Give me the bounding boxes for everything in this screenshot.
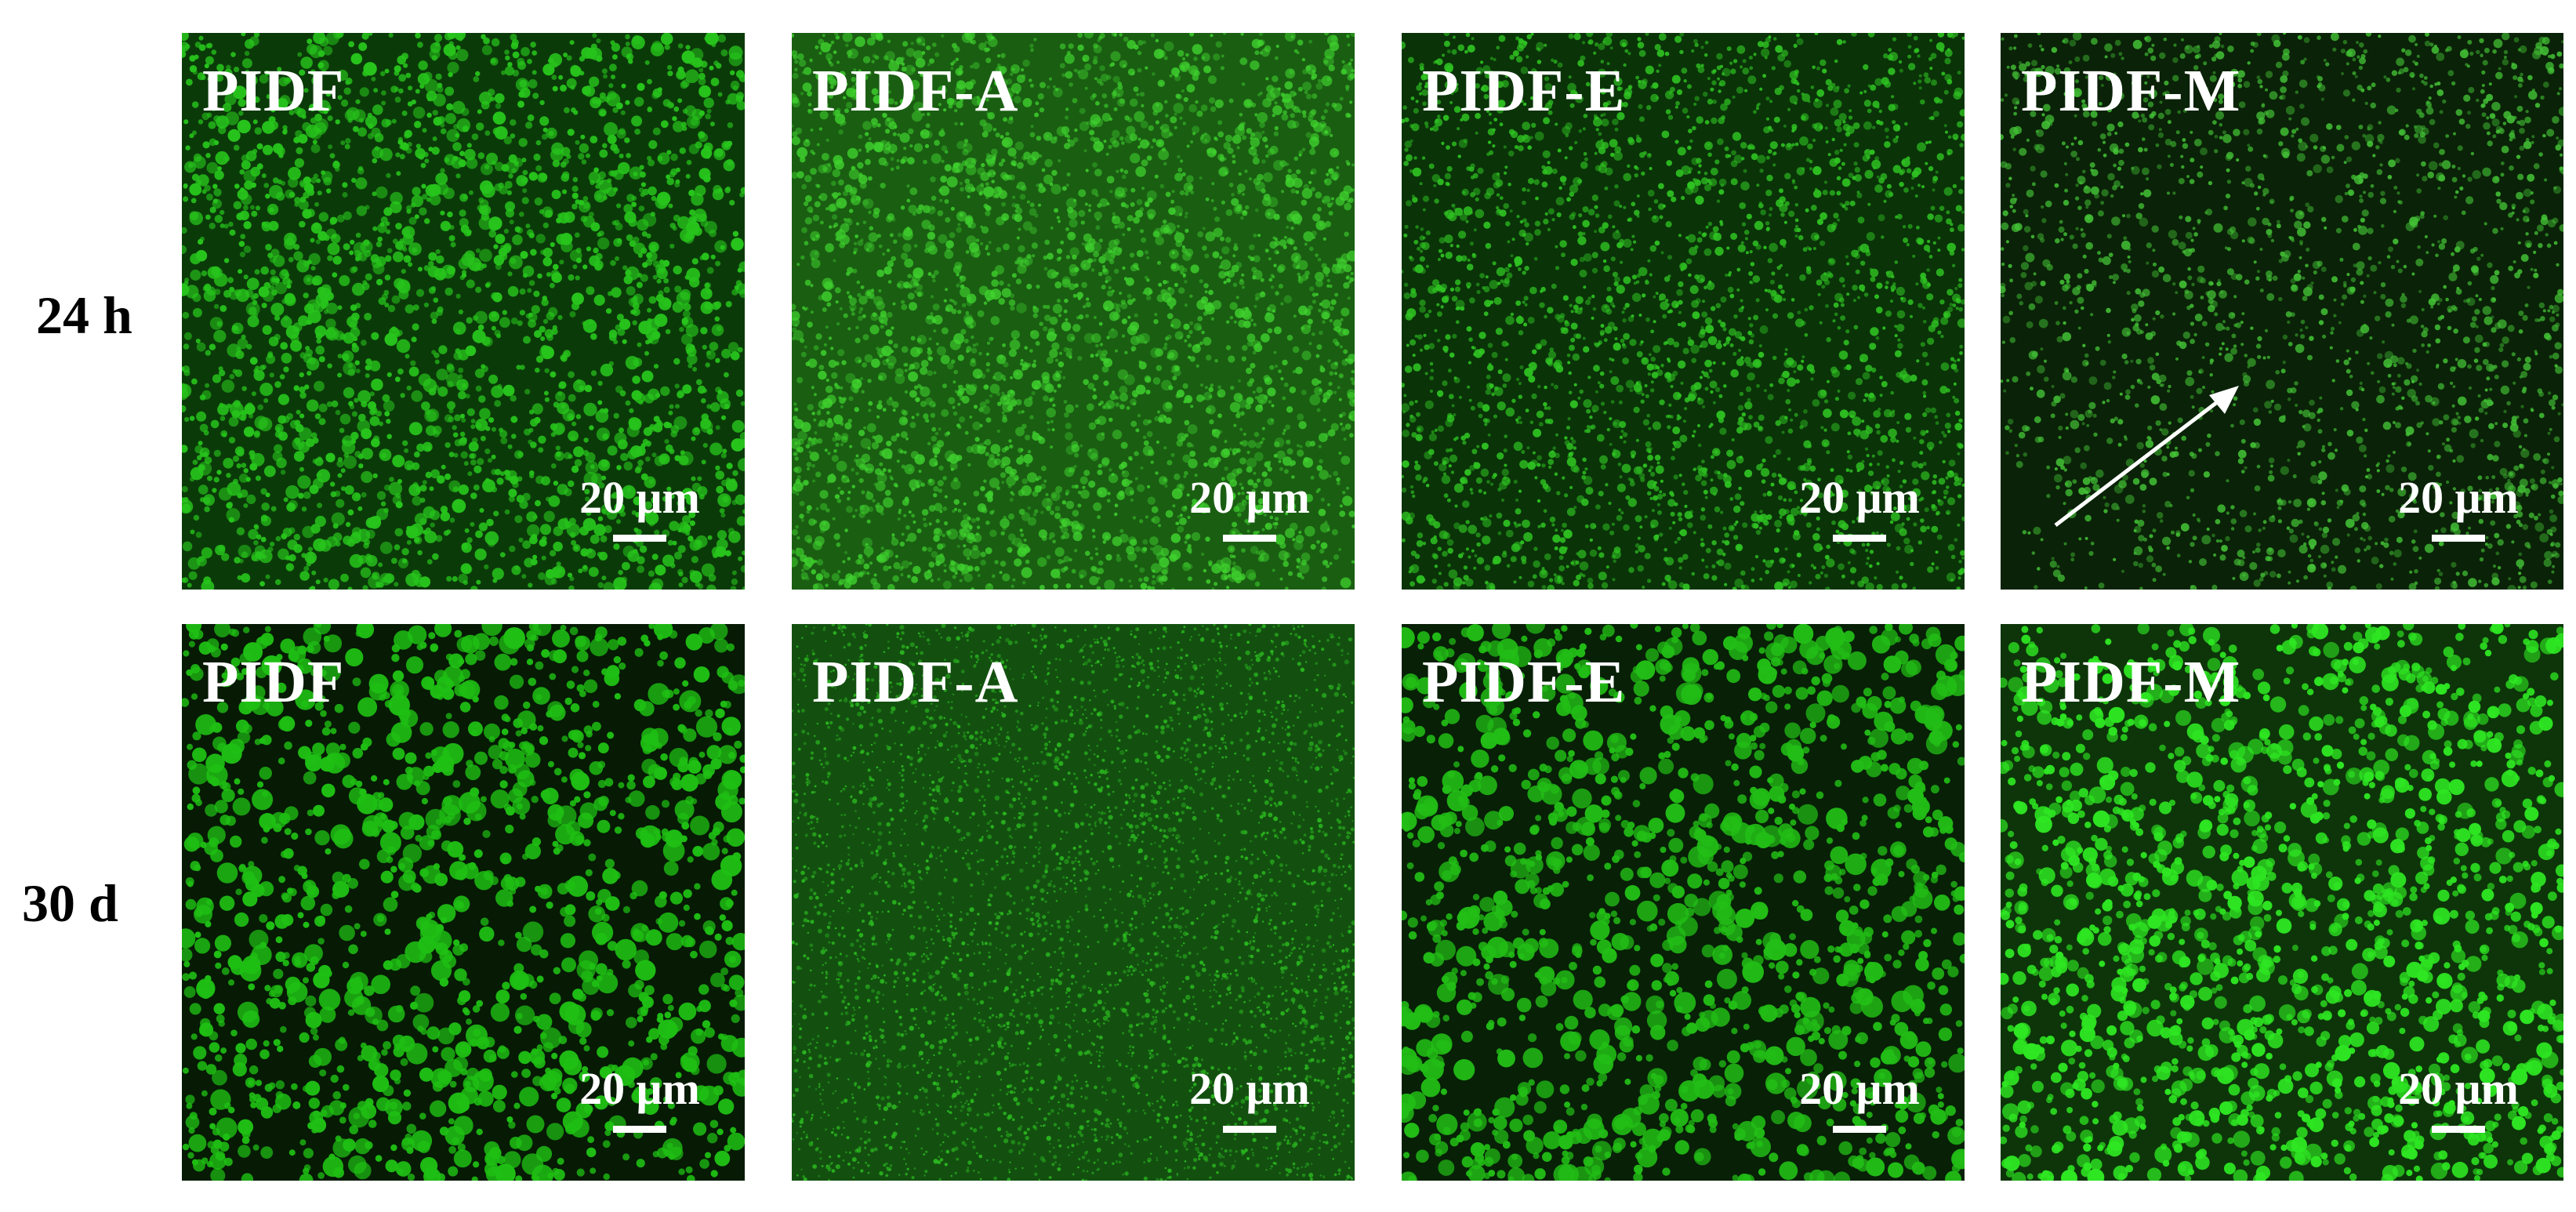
scale-label: 20 μm [1799,1063,1920,1114]
micrograph-texture [1402,624,1965,1181]
scale-bar-group: 20 μm [2380,1066,2537,1152]
scale-label: 20 μm [1189,472,1310,523]
scale-label: 20 μm [1799,472,1920,523]
panel-title: PIDF-A [812,649,1019,715]
micrograph-texture [792,33,1355,590]
scale-bar-group: 20 μm [2380,475,2537,561]
micrograph-texture [182,624,745,1181]
micrograph-texture [792,624,1355,1181]
arrow-up-right-icon [2054,386,2239,527]
micrograph-panel-24h-pidf-e: PIDF-E 20 μm [1402,33,1965,590]
scale-bar-group: 20 μm [1171,475,1328,561]
scale-bar [613,535,666,542]
panel-title: PIDF [202,649,345,715]
scale-bar-group: 20 μm [561,1066,718,1152]
scale-bar [1833,535,1886,542]
micrograph-panel-30d-pidf-e: PIDF-E 20 μm [1402,624,1965,1181]
row-label-24h: 24 h [36,285,132,345]
micrograph-panel-30d-pidf-a: PIDF-A 20 μm [792,624,1355,1181]
scale-bar [2432,535,2485,542]
scale-bar [1223,1126,1276,1133]
panel-title: PIDF-E [1422,58,1626,124]
scale-bar-group: 20 μm [561,475,718,561]
scale-label: 20 μm [579,472,700,523]
scale-bar [2432,1126,2485,1133]
scale-bar-group: 20 μm [1781,475,1938,561]
panel-title: PIDF-A [812,58,1019,124]
scale-bar-group: 20 μm [1781,1066,1938,1152]
panel-title: PIDF-E [1422,649,1626,715]
micrograph-panel-24h-pidf-m: PIDF-M 20 μm [2001,33,2563,590]
micrograph-panel-24h-pidf-a: PIDF-A 20 μm [792,33,1355,590]
scale-bar [1223,535,1276,542]
micrograph-texture [2001,33,2563,590]
micrograph-texture [1402,33,1965,590]
micrograph-texture [2001,624,2563,1181]
micrograph-panel-24h-pidf: PIDF 20 μm [182,33,745,590]
panel-title: PIDF-M [2021,58,2241,124]
row-label-30d: 30 d [22,873,118,933]
panel-title: PIDF-M [2021,649,2241,715]
panel-title: PIDF [202,58,345,124]
scale-label: 20 μm [2398,1063,2519,1114]
scale-bar [1833,1126,1886,1133]
scale-label: 20 μm [579,1063,700,1114]
scale-label: 20 μm [2398,472,2519,523]
micrograph-panel-30d-pidf-m: PIDF-M 20 μm [2001,624,2563,1181]
micrograph-panel-30d-pidf: PIDF 20 μm [182,624,745,1181]
scale-bar-group: 20 μm [1171,1066,1328,1152]
scale-label: 20 μm [1189,1063,1310,1114]
micrograph-texture [182,33,745,590]
scale-bar [613,1126,666,1133]
